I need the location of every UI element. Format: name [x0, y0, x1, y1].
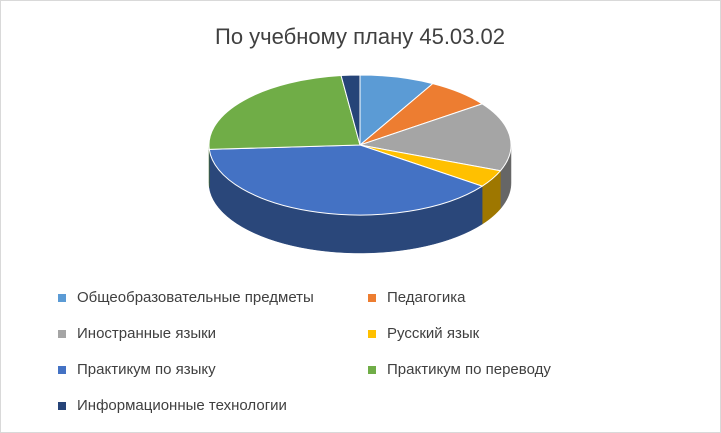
legend-swatch	[368, 330, 376, 338]
legend-swatch	[368, 366, 376, 374]
legend-swatch	[58, 402, 66, 410]
slice	[208, 144, 484, 216]
chart-title: По учебному плану 45.03.02	[215, 24, 505, 49]
legend-label: Педагогика	[387, 289, 466, 306]
slice	[208, 75, 361, 150]
legend-swatch	[58, 294, 66, 302]
legend-swatch	[58, 366, 66, 374]
slice	[358, 103, 512, 172]
legend-label: Общеобразовательные предметы	[77, 289, 314, 306]
slice	[340, 74, 361, 146]
legend-swatch	[368, 294, 376, 302]
legend-label: Информационные технологии	[77, 397, 287, 414]
legend-label: Практикум по языку	[77, 361, 216, 378]
legend-label: Практикум по переводу	[387, 361, 551, 378]
legend-label: Иностранные языки	[77, 325, 216, 342]
legend-swatch	[58, 330, 66, 338]
legend-label: Русский язык	[387, 325, 480, 342]
